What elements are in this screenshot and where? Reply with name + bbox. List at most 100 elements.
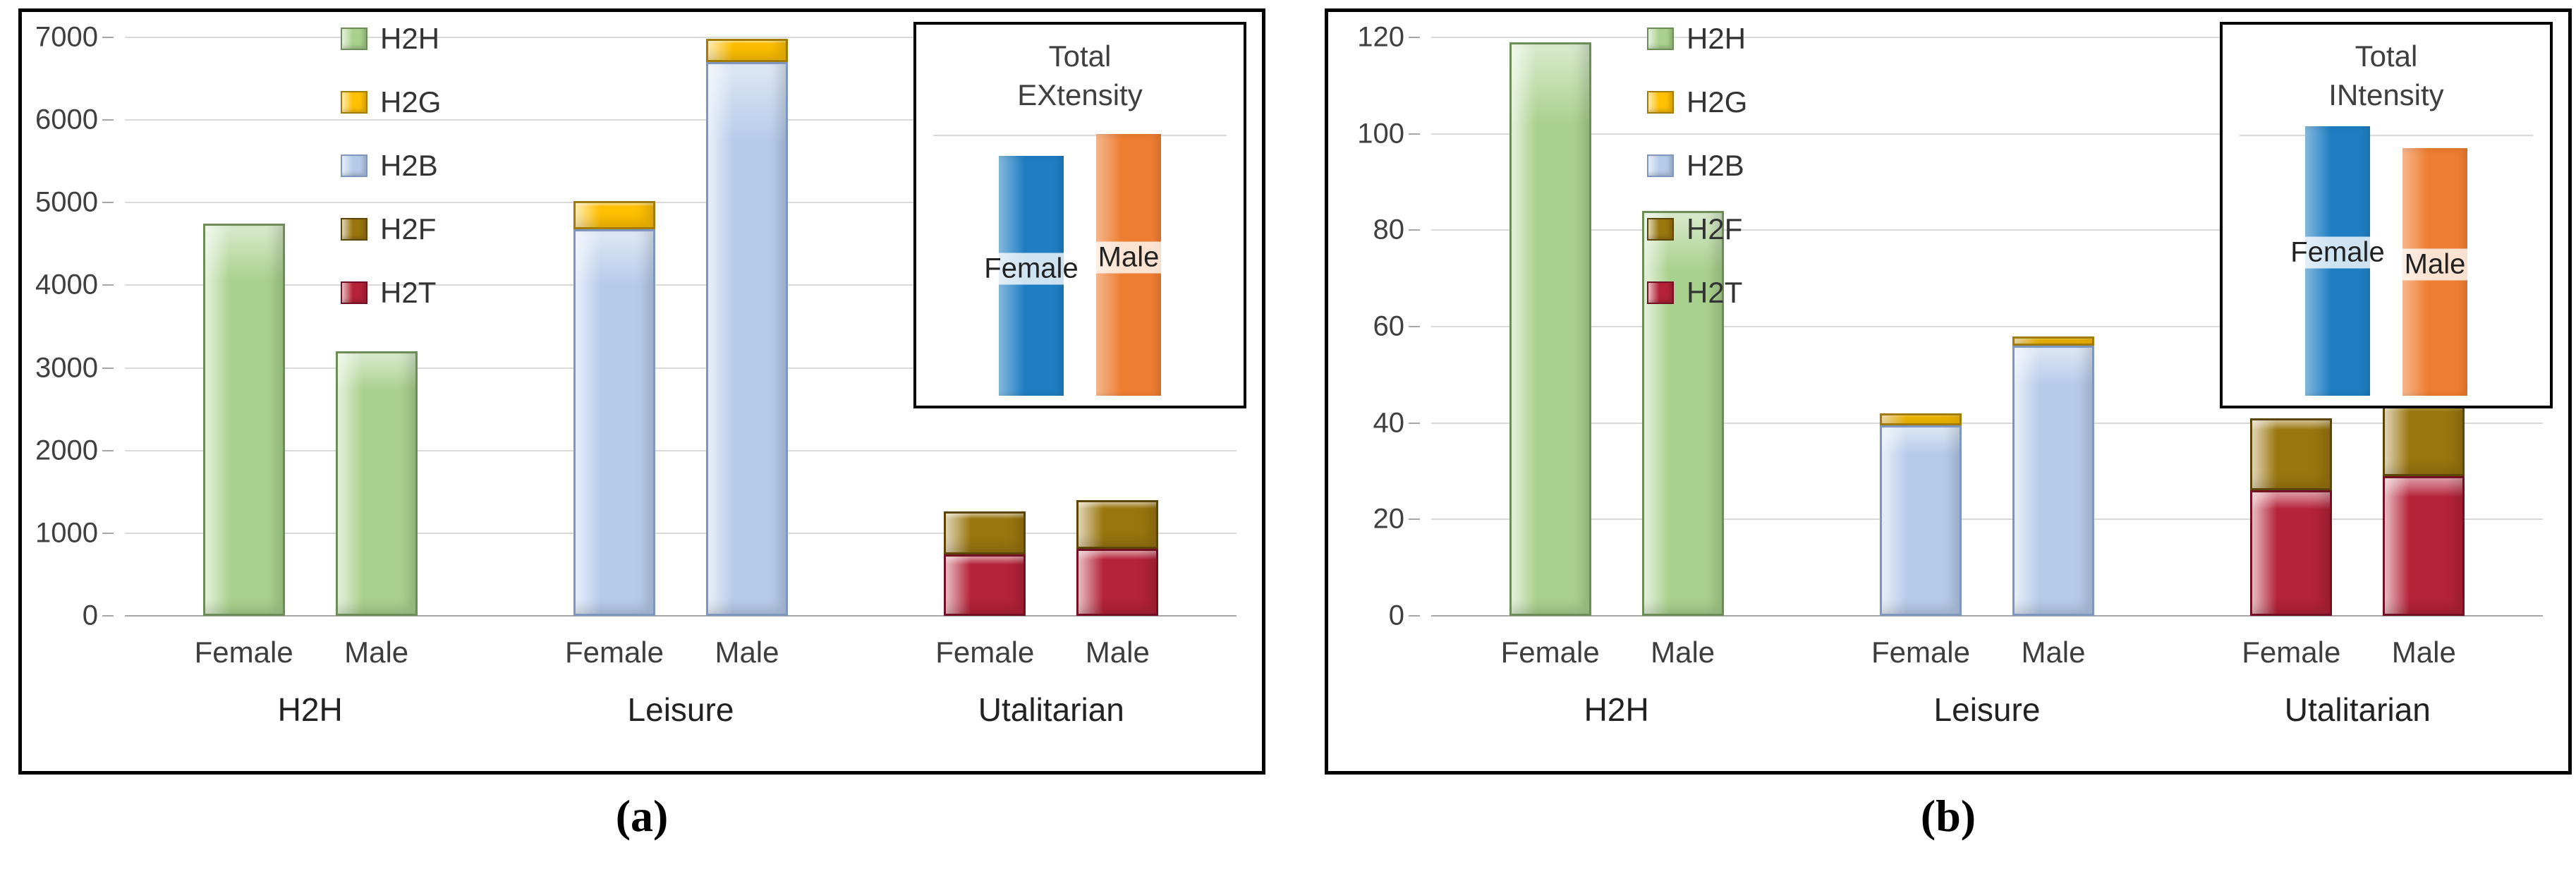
- y-axis: 0 1000 2000 3000 4000 5000 6000 7000: [28, 22, 116, 631]
- y-tick-mark: [1409, 133, 1420, 135]
- gridline: [1431, 229, 2543, 231]
- chart-a-panel: 0 1000 2000 3000 4000 5000 6000 7000 Female Male…: [18, 8, 1265, 775]
- category-label: Female: [935, 636, 1035, 669]
- y-tick-label: 0: [82, 600, 98, 631]
- x-axis: Female Male H2H Female Male Leisure Female Male…: [125, 636, 1237, 729]
- gridline: [125, 119, 1237, 121]
- y-tick-mark: [102, 202, 114, 204]
- y-tick-label: 1000: [35, 517, 98, 549]
- group-label: H2H: [277, 691, 343, 728]
- category-label-pair: Female Male: [125, 636, 495, 669]
- category-label: Male: [344, 636, 409, 669]
- x-axis-group: Female Male Utalitarian: [2173, 636, 2543, 729]
- inset-title-line2: INtensity: [2328, 78, 2444, 111]
- stacked-bar: [1879, 413, 1962, 616]
- y-tick-label: 120: [1357, 21, 1404, 53]
- bar-segment-H2G: [705, 39, 788, 63]
- category-label: Female: [194, 636, 293, 669]
- category-label: Male: [2391, 636, 2456, 669]
- y-tick-label: 7000: [35, 21, 98, 53]
- inset-bar: Male: [1093, 134, 1164, 396]
- stacked-bar: [573, 200, 655, 616]
- bar-segment-H2F: [944, 511, 1026, 555]
- stacked-bar: [335, 351, 418, 616]
- gridline: [125, 532, 1237, 534]
- bar-segment-H2G: [2012, 336, 2094, 346]
- y-tick-label: 4000: [35, 269, 98, 301]
- bar-segment-H2T: [2250, 490, 2333, 616]
- bar-segment-H2H: [1509, 42, 1591, 616]
- gridline: [125, 202, 1237, 204]
- legend-item: H2F: [341, 212, 441, 246]
- stacked-bar: [1076, 500, 1159, 616]
- stacked-bar: [1509, 42, 1591, 616]
- bar-segment-H2H: [1641, 211, 1724, 616]
- x-axis-group: Female Male Leisure: [495, 636, 865, 729]
- gridline: [1431, 133, 2543, 135]
- bar-group: [125, 37, 495, 616]
- stacked-bar: [2012, 336, 2094, 616]
- legend-label: H2B: [380, 149, 438, 182]
- inset-bar: Male: [2400, 147, 2470, 396]
- y-tick-mark: [102, 449, 114, 451]
- inset-bar: Female: [2286, 126, 2389, 396]
- y-tick-mark: [1409, 518, 1420, 521]
- chart-a-block: 0 1000 2000 3000 4000 5000 6000 7000 Female Male…: [18, 8, 1265, 842]
- plot-area: [1431, 37, 2543, 617]
- stacked-bar: [202, 223, 285, 616]
- y-tick-label: 20: [1373, 503, 1405, 535]
- bar-segment-H2F: [2383, 399, 2465, 476]
- category-label: Male: [715, 636, 779, 669]
- inset-plot: Female Male: [933, 123, 1227, 396]
- bar-segment-H2H: [335, 351, 418, 616]
- gridline: [125, 367, 1237, 369]
- legend-item: H2G: [341, 85, 441, 119]
- legend-item: H2B: [1647, 149, 1747, 183]
- y-tick-label: 60: [1373, 310, 1405, 342]
- y-tick-label: 0: [1388, 600, 1404, 631]
- bar-segment-H2F: [1076, 500, 1159, 550]
- x-axis: Female Male H2H Female Male Leisure Female Male…: [1431, 636, 2543, 729]
- y-tick-mark: [1409, 229, 1420, 231]
- plot-area: [125, 37, 1237, 617]
- bar-group: [495, 37, 865, 616]
- y-tick-label: 2000: [35, 435, 98, 466]
- bars-row: [1431, 37, 2543, 616]
- inset-title-line1: Total: [2355, 40, 2418, 73]
- inset-bar-label: Male: [2400, 248, 2470, 281]
- stacked-bar: [2383, 399, 2465, 616]
- gridline: [1431, 326, 2543, 327]
- legend-swatch: [1647, 28, 1674, 50]
- inset-plot: Female Male: [2240, 123, 2533, 396]
- legend-item: H2G: [1647, 85, 1747, 119]
- inset-bars: Female Male: [2247, 123, 2526, 396]
- gridline: [1431, 422, 2543, 424]
- bar-segment-H2T: [944, 554, 1026, 616]
- bar-segment-H2H: [202, 223, 285, 616]
- stacked-bar: [1641, 211, 1724, 616]
- legend-swatch: [341, 28, 367, 50]
- y-tick-mark: [102, 615, 114, 617]
- legend-label: H2H: [380, 22, 440, 55]
- x-axis-group: Female Male H2H: [1431, 636, 1802, 729]
- legend-item: H2B: [341, 149, 441, 183]
- legend-label: H2G: [380, 85, 442, 119]
- y-tick-mark: [1409, 615, 1420, 617]
- legend-item: H2T: [1647, 276, 1747, 310]
- inset-bar: Female: [980, 156, 1083, 396]
- y-axis: 0 20 40 60 80 100 120: [1334, 22, 1423, 631]
- inset-gridline: [933, 135, 1227, 136]
- legend-swatch: [1647, 91, 1674, 114]
- inset-chart: Total EXtensity Female Male: [913, 22, 1246, 408]
- bar-segment-H2B: [573, 229, 655, 616]
- y-tick-mark: [102, 119, 114, 121]
- y-tick-label: 80: [1373, 214, 1405, 245]
- inset-title: Total EXtensity: [916, 25, 1244, 114]
- y-tick-mark: [102, 532, 114, 534]
- x-axis-group: Female Male Leisure: [1802, 636, 2172, 729]
- y-tick-mark: [1409, 422, 1420, 424]
- legend-item: H2H: [341, 22, 441, 56]
- legend-swatch: [341, 281, 367, 304]
- gridline: [125, 284, 1237, 286]
- category-label: Male: [1085, 636, 1150, 669]
